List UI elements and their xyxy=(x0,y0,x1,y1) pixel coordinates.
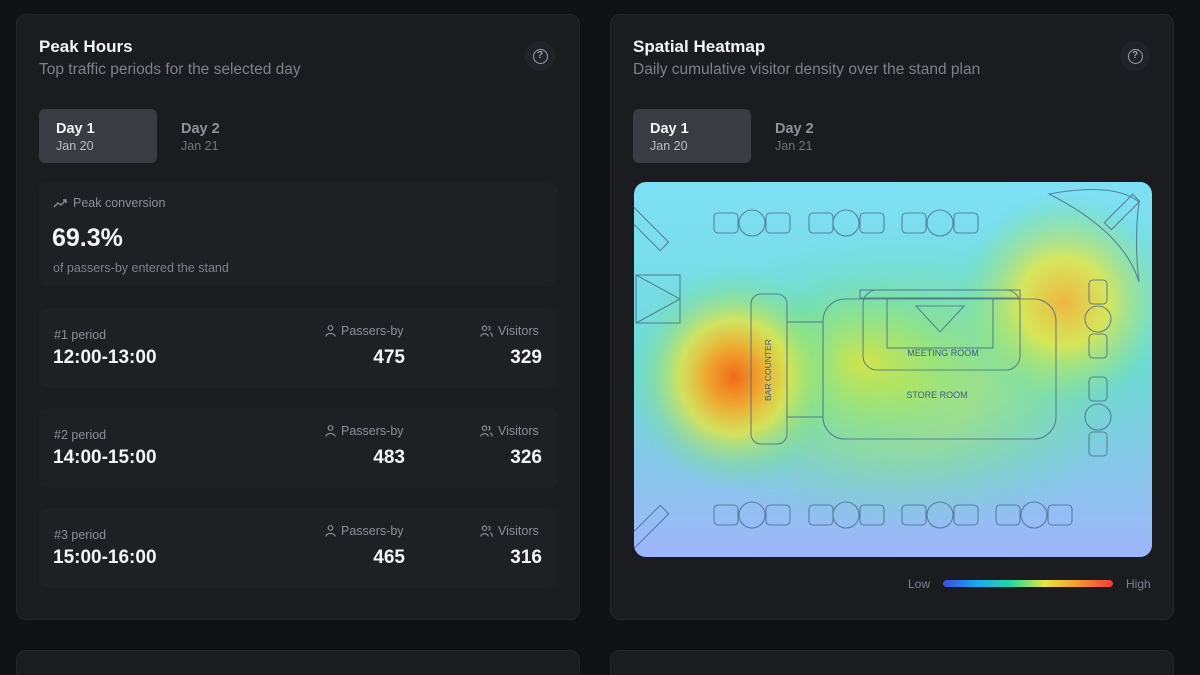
passers-by-value: 465 xyxy=(373,547,405,568)
peak-conversion-panel: Peak conversion 69.3% of passers-by ente… xyxy=(39,182,557,286)
period-row-3: #3 period 15:00-16:00 Passers-by Visitor… xyxy=(39,508,557,588)
peak-conversion-value: 69.3% xyxy=(52,224,123,252)
visitors-value: 329 xyxy=(510,347,542,368)
peak-hours-title: Peak Hours xyxy=(39,37,133,56)
meeting-room-label: MEETING ROOM xyxy=(907,348,979,358)
tab-day-2[interactable]: Day 2 Jan 21 xyxy=(758,109,876,163)
visitors-value: 316 xyxy=(510,547,542,568)
person-walking-icon xyxy=(325,525,336,537)
tab-date: Jan 21 xyxy=(181,139,219,153)
legend-high-label: High xyxy=(1126,577,1151,591)
heatmap-help-button[interactable]: ? xyxy=(1120,41,1150,71)
peak-conversion-label: Peak conversion xyxy=(73,196,166,210)
period-row-1: #1 period 12:00-13:00 Passers-by Visitor… xyxy=(39,308,557,388)
users-icon xyxy=(480,425,493,437)
person-walking-icon xyxy=(325,325,336,337)
period-label: #1 period xyxy=(54,328,107,342)
period-label: #3 period xyxy=(54,528,107,542)
tab-day-2[interactable]: Day 2 Jan 21 xyxy=(164,109,282,163)
peak-hours-help-button[interactable]: ? xyxy=(525,41,555,71)
tab-date: Jan 20 xyxy=(56,139,94,153)
period-time: 15:00-16:00 xyxy=(53,547,157,568)
tab-label: Day 2 xyxy=(181,121,220,137)
tab-date: Jan 20 xyxy=(650,139,688,153)
heatmap-svg: BAR COUNTER MEETING ROOM STORE ROOM xyxy=(634,182,1152,557)
heatmap-legend-bar xyxy=(943,580,1113,587)
bar-counter-label: BAR COUNTER xyxy=(763,339,773,401)
bottom-left-card xyxy=(16,650,580,675)
passers-by-value: 475 xyxy=(373,347,405,368)
peak-hours-subtitle: Top traffic periods for the selected day xyxy=(39,61,301,78)
tab-day-1[interactable]: Day 1 Jan 20 xyxy=(633,109,751,163)
tab-date: Jan 21 xyxy=(775,139,813,153)
visitors-header: Visitors xyxy=(498,324,539,338)
spatial-heatmap-subtitle: Daily cumulative visitor density over th… xyxy=(633,61,981,78)
visitors-header: Visitors xyxy=(498,524,539,538)
tab-day-1[interactable]: Day 1 Jan 20 xyxy=(39,109,157,163)
users-icon xyxy=(480,525,493,537)
tab-label: Day 2 xyxy=(775,121,814,137)
tab-label: Day 1 xyxy=(56,121,95,137)
person-walking-icon xyxy=(325,425,336,437)
legend-low-label: Low xyxy=(908,577,931,591)
period-time: 12:00-13:00 xyxy=(53,347,157,368)
help-circle-icon: ? xyxy=(532,48,548,64)
passers-by-header: Passers-by xyxy=(341,524,404,538)
spatial-heatmap-card: Spatial Heatmap Daily cumulative visitor… xyxy=(610,14,1174,620)
peak-hours-card: Peak Hours Top traffic periods for the s… xyxy=(16,14,580,620)
trending-up-icon xyxy=(53,199,67,208)
passers-by-header: Passers-by xyxy=(341,324,404,338)
tab-label: Day 1 xyxy=(650,121,689,137)
peak-conversion-description: of passers-by entered the stand xyxy=(53,261,229,275)
period-time: 14:00-15:00 xyxy=(53,447,157,468)
bottom-right-card xyxy=(610,650,1174,675)
spatial-heatmap-title: Spatial Heatmap xyxy=(633,37,766,56)
visitors-header: Visitors xyxy=(498,424,539,438)
period-label: #2 period xyxy=(54,428,107,442)
passers-by-value: 483 xyxy=(373,447,405,468)
period-row-2: #2 period 14:00-15:00 Passers-by Visitor… xyxy=(39,408,557,488)
help-circle-icon: ? xyxy=(1127,48,1143,64)
passers-by-header: Passers-by xyxy=(341,424,404,438)
store-room-label: STORE ROOM xyxy=(906,390,967,400)
stand-plan-heatmap[interactable]: BAR COUNTER MEETING ROOM STORE ROOM xyxy=(634,182,1152,557)
users-icon xyxy=(480,325,493,337)
visitors-value: 326 xyxy=(510,447,542,468)
